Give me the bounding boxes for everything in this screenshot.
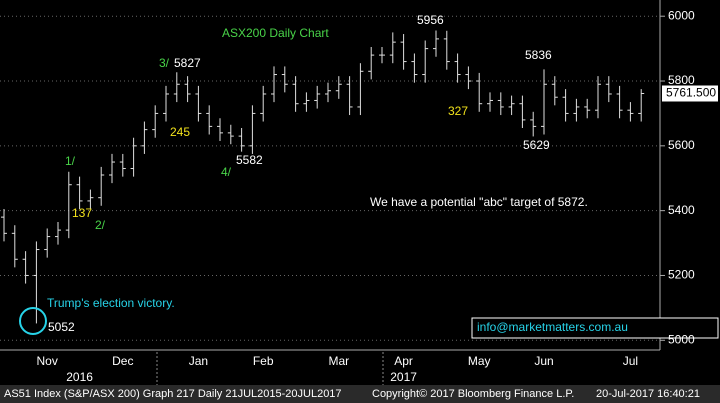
footer-text: 20-Jul-2017 16:40:21	[596, 388, 700, 400]
year-label: 2016	[66, 370, 93, 384]
y-tick-label: 5600	[668, 138, 695, 152]
footer-text: AS51 Index (S&P/ASX 200) Graph 217 Daily…	[4, 388, 342, 400]
annotation: 5052	[48, 320, 75, 334]
annotation: 245	[170, 125, 190, 139]
annotation: 5827	[174, 56, 201, 70]
y-tick-label: 5800	[668, 73, 695, 87]
annotation: 3/	[159, 56, 170, 70]
x-tick-label: Jun	[534, 354, 553, 368]
last-price-box	[662, 85, 718, 102]
annotation: 137	[72, 206, 92, 220]
annotation: We have a potential "abc" target of 5872…	[370, 195, 588, 209]
price-bars	[0, 15, 660, 341]
chart-title: ASX200 Daily Chart	[222, 26, 329, 40]
x-tick-label: Apr	[394, 354, 413, 368]
y-tick-label: 5000	[668, 332, 695, 346]
x-tick-label: Nov	[37, 354, 58, 368]
annotation: 327	[448, 104, 468, 118]
x-tick-label: Mar	[328, 354, 349, 368]
x-tick-label: May	[468, 354, 491, 368]
x-tick-label: Feb	[253, 354, 274, 368]
annotation: 5956	[417, 13, 444, 27]
year-label: 2017	[390, 370, 417, 384]
highlight-circle	[19, 307, 47, 335]
x-tick-label: Jan	[189, 354, 208, 368]
annotation: 4/	[221, 165, 232, 179]
y-tick-label: 6000	[668, 8, 695, 22]
annotation: 1/	[65, 154, 76, 168]
annotation: 5582	[236, 153, 263, 167]
x-tick-label: Jul	[623, 354, 638, 368]
email-box	[471, 317, 719, 339]
y-tick-label: 5200	[668, 268, 695, 282]
annotation: Trump's election victory.	[47, 296, 175, 310]
x-tick-label: Dec	[112, 354, 133, 368]
annotation: info@marketmatters.com.au	[477, 320, 628, 334]
annotation: 5629	[523, 138, 550, 152]
last-price-label: 5761.500	[666, 86, 716, 100]
footer-bar	[0, 385, 720, 403]
annotation: 5836	[525, 48, 552, 62]
y-tick-label: 5400	[668, 203, 695, 217]
footer-text: Copyright© 2017 Bloomberg Finance L.P.	[372, 388, 574, 400]
annotation: 2/	[95, 218, 106, 232]
